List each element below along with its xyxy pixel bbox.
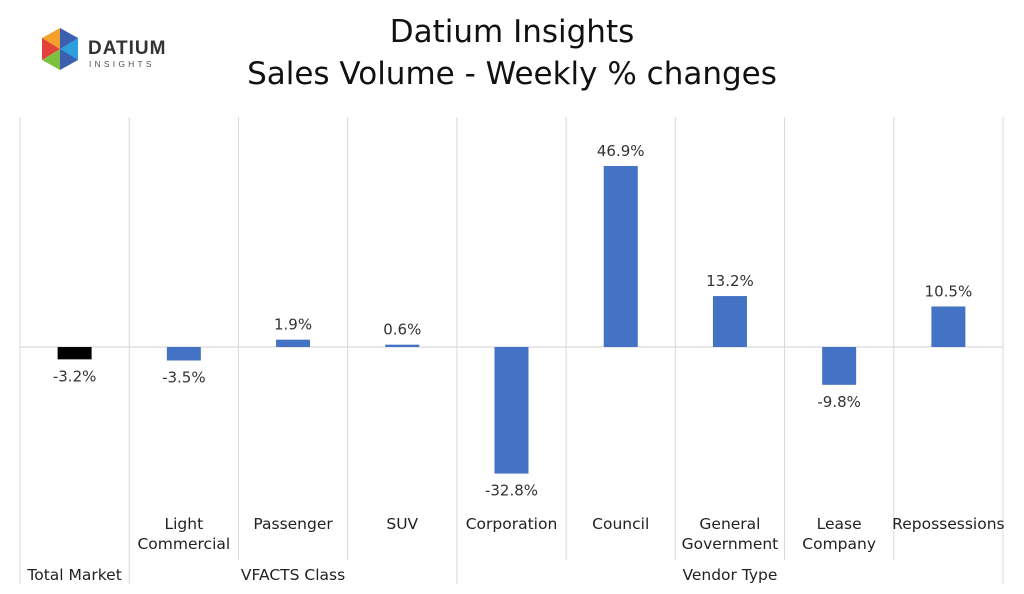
category-label-1: Commercial bbox=[137, 535, 230, 553]
bar-2 bbox=[276, 339, 311, 347]
category-label-7: Company bbox=[802, 535, 876, 553]
data-label-4: -32.8% bbox=[485, 482, 538, 500]
category-label-3: SUV bbox=[386, 515, 418, 533]
bar-6 bbox=[712, 296, 747, 347]
data-label-1: -3.5% bbox=[162, 369, 206, 387]
bar-5 bbox=[603, 166, 638, 347]
logo-subtext: INSIGHTS bbox=[89, 59, 155, 69]
category-label-5: Council bbox=[592, 515, 649, 533]
bar-8 bbox=[931, 306, 966, 347]
chart-title-line2: Sales Volume - Weekly % changes bbox=[247, 56, 777, 92]
bar-0 bbox=[57, 347, 92, 360]
category-label-6: Government bbox=[682, 535, 779, 553]
category-label-6: General bbox=[699, 515, 760, 533]
data-label-7: -9.8% bbox=[817, 393, 861, 411]
data-label-2: 1.9% bbox=[274, 316, 312, 334]
data-label-8: 10.5% bbox=[925, 282, 973, 300]
data-label-0: -3.2% bbox=[53, 367, 97, 385]
group-label-0: Total Market bbox=[26, 566, 121, 584]
datium-logo: DATIUM INSIGHTS bbox=[38, 24, 188, 82]
category-label-7: Lease bbox=[817, 515, 862, 533]
bar-4 bbox=[494, 347, 529, 474]
data-label-6: 13.2% bbox=[706, 272, 754, 290]
bar-1 bbox=[166, 347, 201, 361]
group-label-2: Vendor Type bbox=[682, 566, 777, 584]
logo-mark-icon: DATIUM INSIGHTS bbox=[42, 28, 166, 70]
group-label-1: VFACTS Class bbox=[241, 566, 345, 584]
category-label-8: Repossessions bbox=[892, 515, 1004, 533]
data-label-5: 46.9% bbox=[597, 142, 645, 160]
bar-7 bbox=[822, 347, 857, 385]
bar-3 bbox=[385, 344, 420, 347]
chart-title-line1: Datium Insights bbox=[389, 14, 635, 50]
category-label-4: Corporation bbox=[466, 515, 558, 533]
data-label-3: 0.6% bbox=[383, 321, 421, 339]
category-label-2: Passenger bbox=[253, 515, 333, 533]
category-label-1: Light bbox=[164, 515, 203, 533]
logo-text: DATIUM bbox=[88, 38, 166, 59]
